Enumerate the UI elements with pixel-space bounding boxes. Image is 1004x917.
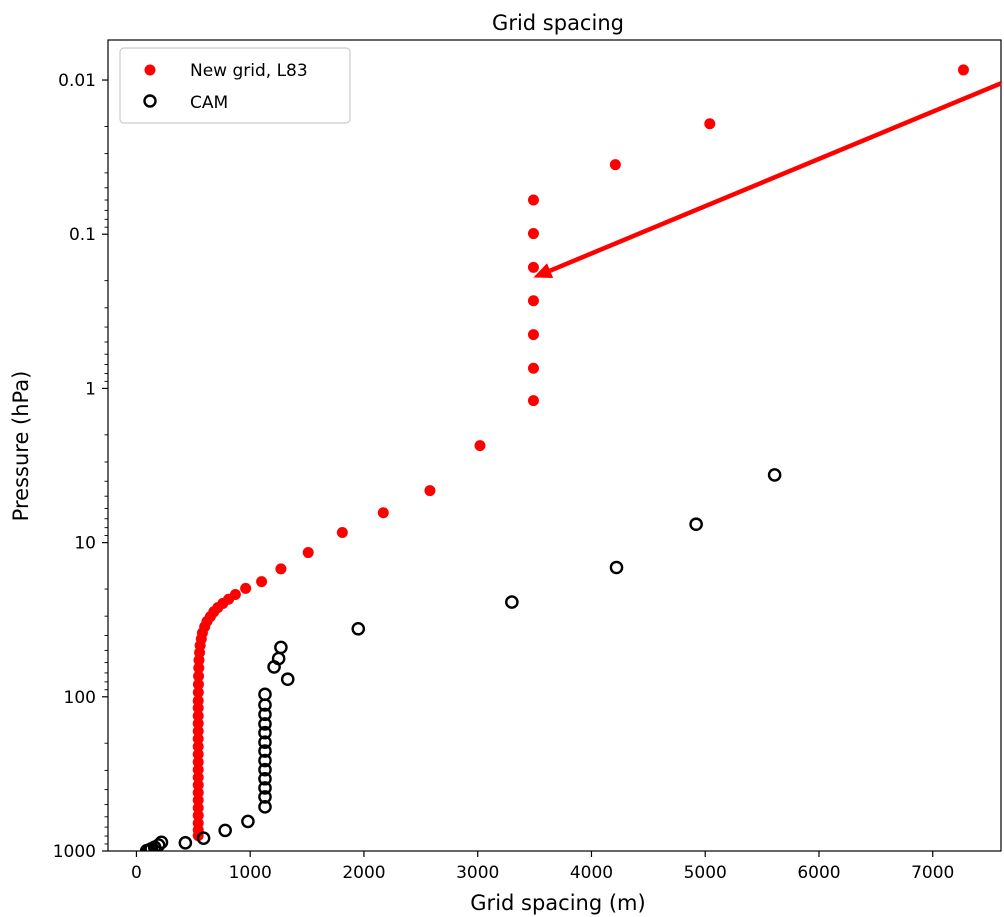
cam-point <box>274 640 288 655</box>
cam-point <box>258 744 272 758</box>
cam-point <box>689 517 703 532</box>
cam-point <box>280 672 295 687</box>
new-grid-point <box>527 329 539 341</box>
new-grid-point <box>192 710 204 722</box>
cam-point <box>767 468 782 482</box>
cam-point <box>258 725 272 740</box>
new-grid-point <box>192 678 204 690</box>
cam-point <box>609 560 624 575</box>
cam-point <box>258 771 272 786</box>
new-grid-point <box>192 686 204 698</box>
chart-title: Grid spacing <box>492 11 624 35</box>
new-grid-point <box>192 725 204 737</box>
new-grid-point <box>302 547 314 559</box>
new-grid-point <box>240 582 252 594</box>
cam-point <box>258 800 272 814</box>
new-grid-point <box>527 261 539 273</box>
x-axis-label: Grid spacing (m) <box>470 891 645 915</box>
x-tick-label: 1000 <box>229 863 272 883</box>
new-grid-point <box>527 194 539 206</box>
legend-label-new-grid: New grid, L83 <box>190 61 308 81</box>
annotation-arrow <box>533 81 1002 279</box>
cam-point <box>258 735 272 750</box>
y-tick-label: 100 <box>64 688 96 708</box>
new-grid-point <box>192 748 204 760</box>
new-grid-point <box>192 794 204 806</box>
cam-point <box>218 823 232 838</box>
legend-box <box>119 47 351 124</box>
new-grid-point <box>377 507 389 519</box>
arrow-head <box>533 263 554 279</box>
new-grid-point <box>527 362 539 374</box>
x-tick-label: 5000 <box>684 863 727 883</box>
new-grid-point <box>424 485 436 497</box>
new-grid-point <box>527 295 539 307</box>
cam-point <box>241 814 255 829</box>
y-tick-label: 1000 <box>53 842 96 862</box>
cam-point <box>196 831 211 845</box>
cam-point <box>258 790 272 804</box>
new-grid-point <box>192 702 204 714</box>
new-grid-point <box>192 779 204 791</box>
cam-point <box>139 843 154 851</box>
cam-point <box>178 836 193 850</box>
cam-point <box>351 621 366 636</box>
new-grid-point <box>275 563 287 575</box>
y-axis-label: Pressure (hPa) <box>9 371 33 522</box>
cam-point <box>267 660 281 674</box>
new-grid-point <box>192 764 204 776</box>
x-tick-label: 0 <box>131 863 142 883</box>
new-grid-point <box>474 440 486 452</box>
x-tick-label: 3000 <box>456 863 499 883</box>
new-grid-point <box>609 159 621 171</box>
new-grid-point <box>193 662 205 674</box>
new-grid-point <box>192 740 204 752</box>
series-cam <box>139 468 782 851</box>
plot-area <box>107 39 1002 852</box>
series-new-grid <box>192 64 969 842</box>
new-grid-point <box>193 670 205 682</box>
arrow-shaft <box>549 81 1002 273</box>
cam-point <box>147 840 162 851</box>
new-grid-point <box>256 576 268 588</box>
new-grid-point <box>527 228 539 240</box>
cam-point <box>258 762 272 777</box>
new-grid-point <box>192 802 204 814</box>
x-axis: 0 1000 2000 3000 4000 5000 6000 7000 <box>131 851 954 883</box>
y-tick-label: 0.1 <box>69 225 96 245</box>
new-grid-point <box>192 718 204 730</box>
x-tick-label: 7000 <box>911 863 954 883</box>
cam-point <box>144 842 159 851</box>
cam-point <box>258 717 272 731</box>
new-grid-point <box>192 787 204 799</box>
cam-point <box>505 595 519 609</box>
new-grid-point <box>192 756 204 768</box>
cam-point <box>258 781 272 795</box>
new-grid-point <box>336 527 348 539</box>
new-grid-point <box>192 771 204 783</box>
x-tick-label: 6000 <box>797 863 840 883</box>
x-tick-label: 4000 <box>570 863 613 883</box>
cam-point <box>258 753 272 768</box>
new-grid-point <box>193 654 205 666</box>
new-grid-point <box>192 809 204 821</box>
cam-point <box>258 707 272 722</box>
legend: New grid, L83 CAM <box>119 47 351 124</box>
legend-marker-new-grid <box>144 64 156 76</box>
y-tick-label: 1 <box>85 379 96 399</box>
new-grid-point <box>957 64 969 76</box>
legend-marker-cam <box>143 94 157 108</box>
y-tick-label: 10 <box>74 534 96 554</box>
x-tick-label: 2000 <box>342 863 385 883</box>
cam-point <box>258 698 272 712</box>
new-grid-point <box>192 733 204 745</box>
data-points <box>139 64 969 851</box>
y-axis: 0.01 0.1 1 10 100 1000 <box>53 71 108 862</box>
new-grid-point <box>527 395 539 407</box>
new-grid-point <box>704 118 716 130</box>
legend-label-cam: CAM <box>190 93 228 113</box>
y-tick-label: 0.01 <box>58 71 96 91</box>
